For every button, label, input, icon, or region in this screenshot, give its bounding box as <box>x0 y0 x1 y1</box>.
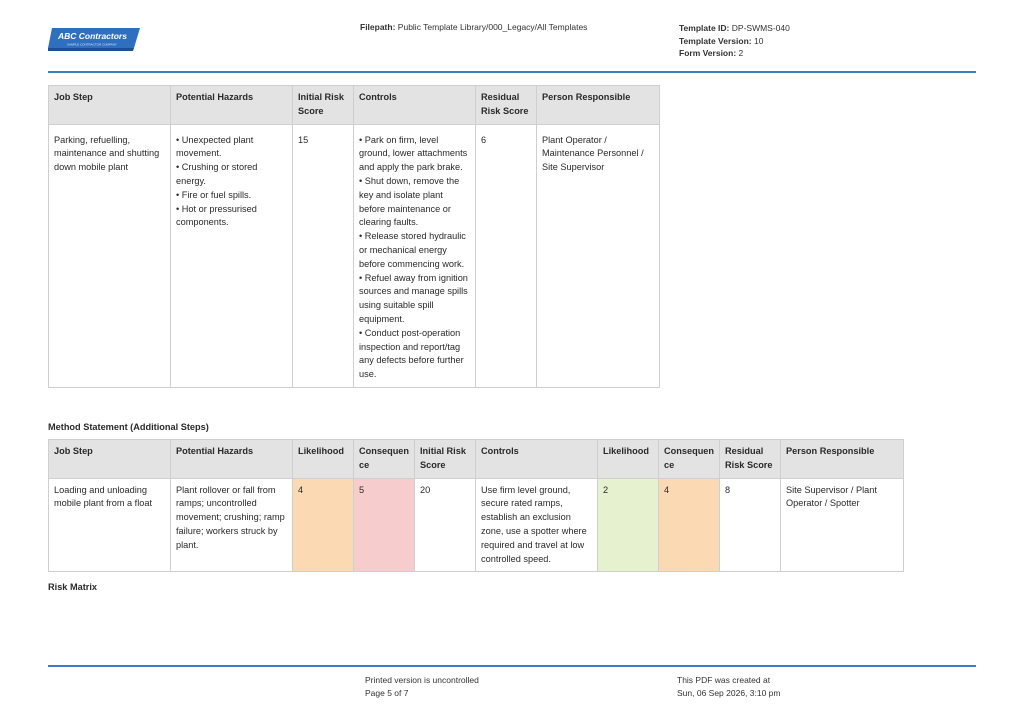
footer-right: This PDF was created at Sun, 06 Sep 2026… <box>677 674 781 699</box>
col-potential-hazards: Potential Hazards <box>170 85 293 125</box>
cell-person-responsible: Plant Operator / Maintenance Personnel /… <box>536 123 660 388</box>
footer-divider <box>48 665 976 667</box>
hazard-item: • Crushing or stored energy. <box>176 162 258 186</box>
form-version-label: Form Version: <box>679 48 737 58</box>
col-residual-risk-score: Residual Risk Score <box>719 439 781 479</box>
cell-initial-risk: 15 <box>292 123 354 388</box>
hazard-item: • Unexpected plant movement. <box>176 134 254 159</box>
logo-subtext: SAMPLE CONTRACTOR COMPANY <box>67 43 117 47</box>
control-item: • Shut down, remove the key and isolate … <box>359 175 460 228</box>
cell-controls: Use firm level ground, secure rated ramp… <box>475 477 598 573</box>
form-version-value: 2 <box>738 48 744 58</box>
col-residual-risk-score: Residual Risk Score <box>475 85 537 125</box>
template-version-row: Template Version: 10 <box>679 35 790 48</box>
col-likelihood: Likelihood <box>292 439 354 479</box>
template-version-value: 10 <box>753 35 764 46</box>
cell-residual-risk: 6 <box>475 123 537 388</box>
cell-consequence-residual: 4 <box>658 477 720 573</box>
col-consequence: Consequence <box>353 439 415 479</box>
col-consequence-residual: Consequence <box>658 439 720 479</box>
template-id-row: Template ID: DP-SWMS-040 <box>679 22 790 35</box>
table-row: Parking, refuelling, maintenance and shu… <box>48 123 660 388</box>
col-job-step: Job Step <box>48 439 171 479</box>
control-item: • Release stored hydraulic or mechanical… <box>359 231 466 269</box>
cell-person-responsible: Site Supervisor / Plant Operator / Spott… <box>780 477 904 573</box>
footer-left: Printed version is uncontrolled Page 5 o… <box>365 674 479 699</box>
header-divider <box>48 71 976 73</box>
filepath-label: Filepath: <box>360 22 396 32</box>
table-header-row: Job Step Potential Hazards Initial Risk … <box>48 85 660 125</box>
cell-residual-risk: 8 <box>719 477 781 573</box>
cell-controls: • Park on firm, level ground, lower atta… <box>353 123 476 388</box>
template-meta: Template ID: DP-SWMS-040 Template Versio… <box>679 22 790 60</box>
table-header-row: Job Step Potential Hazards Likelihood Co… <box>48 439 904 479</box>
swms-table: Job Step Potential Hazards Initial Risk … <box>48 85 660 388</box>
filepath-value: Public Template Library/000_Legacy/All T… <box>397 22 588 32</box>
method-statement-title: Method Statement (Additional Steps) <box>48 422 209 432</box>
control-item: • Conduct post-operation inspection and … <box>359 327 464 380</box>
cell-initial-risk: 20 <box>414 477 476 573</box>
control-item: • Refuel away from ignition sources and … <box>359 272 468 324</box>
cell-hazards: Plant rollover or fall from ramps; uncon… <box>170 477 293 573</box>
form-version-row: Form Version: 2 <box>679 47 790 60</box>
filepath: Filepath: Public Template Library/000_Le… <box>360 22 587 32</box>
table-row: Loading and unloading mobile plant from … <box>48 477 904 573</box>
cell-job-step: Loading and unloading mobile plant from … <box>48 477 171 573</box>
logo-text: ABC Contractors <box>57 31 127 41</box>
col-initial-risk-score: Initial Risk Score <box>414 439 476 479</box>
hazard-item: • Fire or fuel spills. <box>176 189 252 200</box>
template-id-value: DP-SWMS-040 <box>731 23 790 33</box>
col-person-responsible: Person Responsible <box>780 439 904 479</box>
col-potential-hazards: Potential Hazards <box>170 439 293 479</box>
cell-likelihood-residual: 2 <box>597 477 659 573</box>
cell-job-step: Parking, refuelling, maintenance and shu… <box>48 123 171 388</box>
col-job-step: Job Step <box>48 85 171 125</box>
company-logo: ABC Contractors SAMPLE CONTRACTOR COMPAN… <box>48 28 140 51</box>
col-likelihood-residual: Likelihood <box>597 439 659 479</box>
col-controls: Controls <box>353 85 476 125</box>
created-label: This PDF was created at <box>677 675 771 685</box>
hazard-item: • Hot or pressurised components. <box>176 203 257 228</box>
cell-likelihood-initial: 4 <box>292 477 354 573</box>
cell-consequence-initial: 5 <box>353 477 415 573</box>
uncontrolled-note: Printed version is uncontrolled <box>365 675 479 685</box>
risk-matrix-title: Risk Matrix <box>48 582 98 592</box>
cell-hazards: • Unexpected plant movement. • Crushing … <box>170 123 293 388</box>
col-initial-risk-score: Initial Risk Score <box>292 85 354 125</box>
page-number: Page 5 of 7 <box>365 687 409 698</box>
template-id-label: Template ID: <box>679 23 730 33</box>
method-statement-table: Job Step Potential Hazards Likelihood Co… <box>48 439 904 573</box>
template-version-label: Template Version: <box>679 35 752 46</box>
col-controls: Controls <box>475 439 598 479</box>
col-person-responsible: Person Responsible <box>536 85 660 125</box>
control-item: • Park on firm, level ground, lower atta… <box>359 134 468 173</box>
created-timestamp: Sun, 06 Sep 2026, 3:10 pm <box>677 687 781 698</box>
